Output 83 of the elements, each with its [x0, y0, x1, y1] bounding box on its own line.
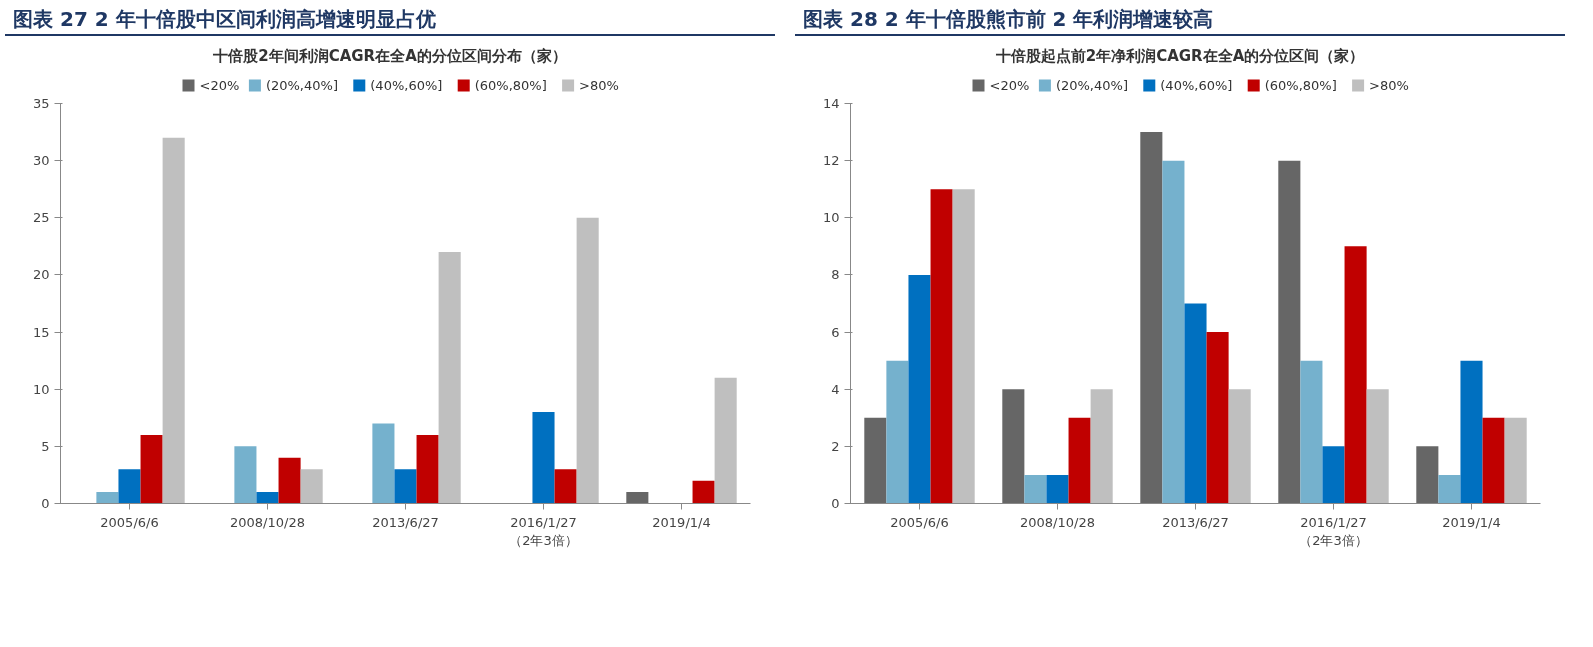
bar [1090, 389, 1113, 504]
legend-label: (20%,40%] [1055, 77, 1128, 93]
bar [300, 469, 323, 504]
bar [1162, 160, 1185, 504]
y-tick-label: 6 [831, 324, 840, 340]
y-tick-label: 0 [831, 495, 840, 511]
y-tick-label: 4 [831, 381, 840, 397]
bar [1002, 389, 1025, 504]
bar [162, 137, 185, 504]
bar [1416, 446, 1439, 504]
chart-subtitle: 十倍股2年间利润CAGR在全A的分位区间分布（家） [213, 45, 567, 67]
bar [1024, 474, 1047, 504]
x-tick-label: 2005/6/6 [890, 514, 949, 530]
x-tick-label: 2016/1/27 （2年3倍） [1299, 514, 1368, 548]
bar [96, 492, 119, 504]
chart-title: 图表 27 2 年十倍股中区间利润高增速明显占优 [13, 6, 436, 33]
bar [952, 189, 975, 504]
bar [714, 377, 737, 504]
legend-label: <20% [989, 77, 1030, 93]
bar [1300, 360, 1323, 504]
y-tick-label: 12 [822, 153, 840, 169]
bar [554, 469, 577, 504]
x-tick-label: 2005/6/6 [100, 514, 159, 530]
bar [1228, 389, 1251, 504]
x-tick-label: 2013/6/27 [372, 514, 439, 530]
bar [1460, 360, 1483, 504]
bar [1482, 417, 1505, 504]
legend-label: >80% [579, 77, 619, 93]
bar [1504, 417, 1527, 504]
y-tick-label: 5 [41, 438, 50, 454]
bar [1344, 246, 1367, 504]
bar [930, 189, 953, 504]
chart-subtitle: 十倍股起点前2年净利润CAGR在全A的分位区间（家） [995, 45, 1365, 67]
x-tick-label: 2008/10/28 [230, 514, 305, 530]
y-tick-label: 10 [32, 381, 50, 397]
y-tick-label: 25 [32, 210, 50, 226]
bar [692, 480, 715, 504]
bar [416, 434, 439, 504]
bar [532, 412, 555, 504]
bar [908, 274, 931, 504]
y-tick-label: 8 [831, 267, 840, 283]
bar [372, 423, 395, 504]
bar [1184, 303, 1207, 504]
bar [1438, 474, 1461, 504]
bar [864, 417, 887, 504]
x-tick-label: 2016/1/27 （2年3倍） [509, 514, 578, 548]
y-tick-label: 35 [32, 95, 50, 111]
chart-title: 图表 28 2 年十倍股熊市前 2 年利润增速较高 [803, 6, 1214, 33]
x-tick-label: 2008/10/28 [1020, 514, 1095, 530]
bar [1366, 389, 1389, 504]
legend-label: (40%,60%] [1160, 77, 1233, 93]
y-tick-label: 14 [822, 95, 840, 111]
bar [1068, 417, 1091, 504]
y-tick-label: 30 [32, 153, 50, 169]
bar [1046, 474, 1069, 504]
legend-label: >80% [1369, 77, 1409, 93]
bar [626, 492, 649, 504]
bar [438, 252, 461, 504]
y-tick-label: 10 [822, 210, 840, 226]
bar [1322, 446, 1345, 504]
x-tick-label: 2019/1/4 [652, 514, 711, 530]
legend-label: (40%,60%] [370, 77, 443, 93]
bar [394, 469, 417, 504]
y-tick-label: 0 [41, 495, 50, 511]
bar [1278, 160, 1301, 504]
bar [576, 217, 599, 504]
legend-label: (20%,40%] [265, 77, 338, 93]
bar [234, 446, 257, 504]
bar [886, 360, 909, 504]
bar [118, 469, 141, 504]
legend-label: (60%,80%] [1264, 77, 1337, 93]
legend-label: <20% [199, 77, 240, 93]
x-tick-label: 2013/6/27 [1162, 514, 1229, 530]
bar [278, 457, 301, 504]
bar [1206, 332, 1229, 504]
bar [140, 434, 163, 504]
y-tick-label: 15 [32, 324, 50, 340]
legend-label: (60%,80%] [474, 77, 547, 93]
bar [256, 492, 279, 504]
y-tick-label: 2 [831, 438, 840, 454]
x-tick-label: 2019/1/4 [1442, 514, 1501, 530]
bar [1140, 132, 1163, 504]
y-tick-label: 20 [32, 267, 50, 283]
